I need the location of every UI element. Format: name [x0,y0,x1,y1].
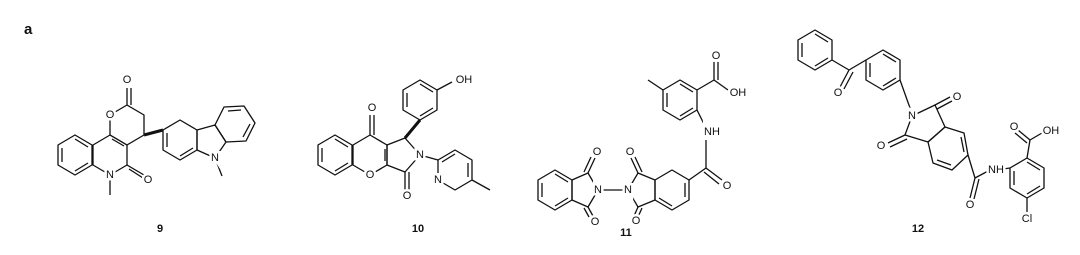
atom-label: N [416,149,424,161]
atom-label: O [834,87,843,99]
atom-label: O [368,102,377,114]
structure-12 [797,29,1045,212]
atom-label: O [366,169,375,181]
atom-label: O [144,174,153,186]
structure-9 [57,88,256,195]
atom-label: N [106,169,114,181]
atom-label: O [626,146,635,158]
atom-label: OH [456,74,473,86]
atom-label: O [966,199,975,211]
atom-label: O [106,109,115,121]
atom-label: O [403,190,412,202]
atom-label: Cl [1022,213,1032,225]
compound-number: 11 [620,227,632,239]
atom-label: O [712,50,721,62]
compound-number: 12 [912,223,924,235]
atom-label: O [632,215,641,227]
compound-number: 10 [412,223,424,235]
atom-label: N [624,184,632,196]
atom-label: O [1010,121,1019,133]
atom-label: O [123,74,132,86]
structure-10 [317,79,491,191]
atom-label: NH [704,126,720,138]
atom-label: N [434,174,442,186]
atom-label: O [877,140,886,152]
atom-label: O [723,180,732,192]
panel-label: a [24,21,33,38]
compound-number: 9 [157,223,163,235]
atom-label: NH [988,164,1004,176]
atom-label: OH [730,87,747,99]
atom-label: O [593,146,602,158]
atom-label: O [953,91,962,103]
atom-label: N [908,110,916,122]
atom-label: O [591,216,600,228]
atom-label: OH [1043,125,1060,137]
atom-label: N [594,184,602,196]
atom-label: N [211,152,219,164]
structure-11 [537,62,729,218]
